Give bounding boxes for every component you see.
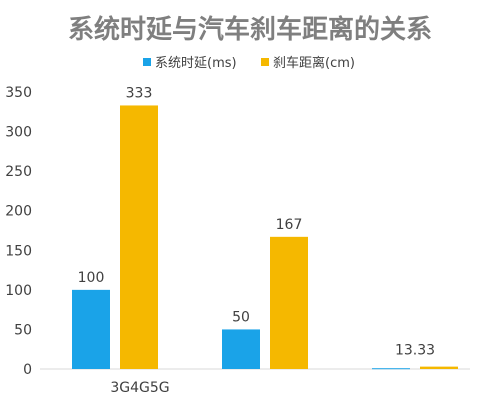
y-tick-label: 350 bbox=[5, 85, 32, 101]
y-tick-label: 0 bbox=[23, 362, 32, 378]
chart-title: 系统时延与汽车刹车距离的关系 bbox=[68, 14, 432, 45]
bar-value-label: 13.33 bbox=[395, 343, 435, 359]
legend-swatch-latency bbox=[143, 58, 151, 66]
bar bbox=[120, 105, 158, 369]
y-tick-label: 150 bbox=[5, 243, 32, 259]
legend-swatch-braking bbox=[261, 58, 269, 66]
legend-label-latency: 系统时延(ms) bbox=[155, 56, 237, 71]
y-tick-label: 100 bbox=[5, 283, 32, 299]
bar-value-label: 50 bbox=[232, 309, 250, 325]
bar bbox=[270, 236, 308, 369]
legend: 系统时延(ms) 刹车距离(cm) bbox=[143, 55, 355, 71]
bar bbox=[222, 329, 260, 369]
bar-value-label: 333 bbox=[126, 85, 153, 101]
bar-value-label: 100 bbox=[78, 270, 105, 286]
y-tick-label: 200 bbox=[5, 204, 32, 220]
legend-label-braking: 刹车距离(cm) bbox=[273, 55, 355, 71]
bar bbox=[372, 368, 410, 370]
y-tick-label: 250 bbox=[5, 164, 32, 180]
y-tick-label: 50 bbox=[14, 322, 32, 338]
y-tick-label: 300 bbox=[5, 125, 32, 141]
y-axis-ticks: 0 50 100 150 200 250 300 350 bbox=[5, 85, 32, 378]
bar bbox=[72, 289, 110, 369]
x-category-label: 3G4G5G bbox=[110, 380, 169, 396]
bar-value-label: 167 bbox=[276, 217, 303, 233]
bar-value-labels: 100 50 333 167 13.33 bbox=[78, 85, 435, 358]
bars bbox=[72, 105, 458, 370]
bar bbox=[420, 366, 458, 369]
